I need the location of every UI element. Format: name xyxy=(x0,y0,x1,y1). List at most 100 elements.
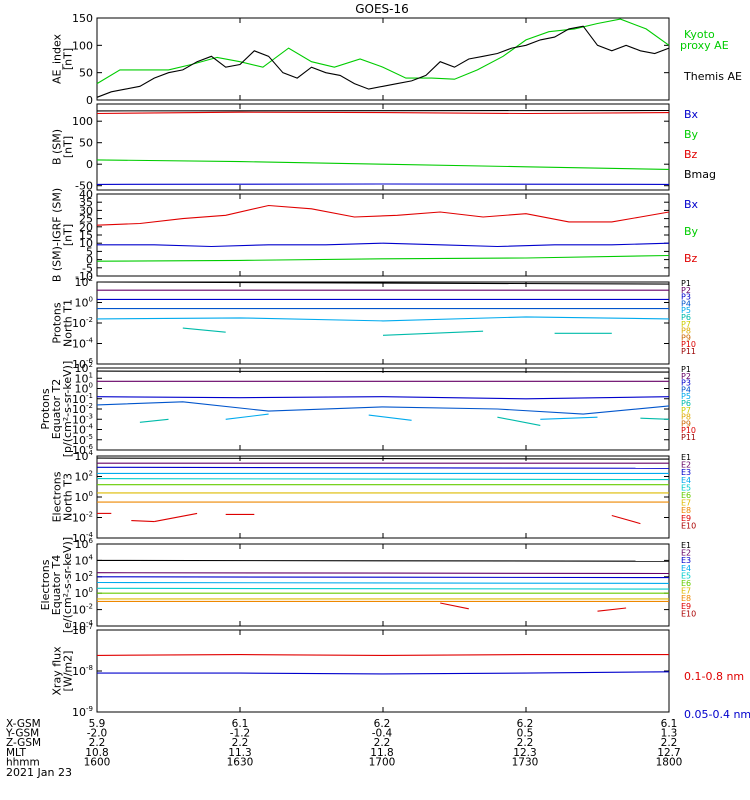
y-tick-label: 0 xyxy=(86,158,93,171)
legend-entry: 0.05-0.4 nm xyxy=(684,708,750,721)
y-tick-label: 30 xyxy=(79,204,93,217)
y-tick-label: 10 xyxy=(79,237,93,250)
series-line-e9 xyxy=(440,602,469,610)
legend-entry: Bx xyxy=(684,198,699,211)
ephemeris-value: 12.7 xyxy=(657,747,680,759)
panel-frame xyxy=(96,17,670,101)
y-tick-label: 100 xyxy=(75,296,93,310)
ephemeris-value: 6.2 xyxy=(517,718,534,730)
legend-entry: P4 xyxy=(681,385,691,394)
ephemeris-row-label: MLT xyxy=(6,747,26,759)
series-line-kyoto-proxy-ae xyxy=(96,18,670,85)
legend-entry: E8 xyxy=(681,506,691,515)
y-tick-label: 102 xyxy=(75,275,93,289)
y-tick-label: 10-2 xyxy=(72,511,93,525)
y-tick-label: -50 xyxy=(75,180,93,193)
y-axis-label: ProtonsNorth T1 xyxy=(51,299,75,347)
series-line-e9 xyxy=(154,512,198,523)
legend-entry: E9 xyxy=(681,514,691,523)
ephemeris-row-label: X-GSM xyxy=(6,718,41,730)
ephemeris-value: 11.3 xyxy=(228,747,251,759)
series-line-p6 xyxy=(382,330,484,336)
ephemeris-value: 12.3 xyxy=(513,747,536,759)
legend-entry: E1 xyxy=(681,453,691,462)
series-line-p1 xyxy=(96,370,670,373)
ephemeris-value: 6.1 xyxy=(232,718,249,730)
legend-entry: Bz xyxy=(684,252,698,265)
y-tick-label: 100 xyxy=(75,490,93,504)
ephemeris-value: 1700 xyxy=(369,756,396,768)
y-tick-label: 150 xyxy=(72,12,93,25)
legend-entry: P1 xyxy=(681,279,691,288)
series-line-by xyxy=(96,159,670,170)
legend-entry: P3 xyxy=(681,293,691,302)
legend-entry: P11 xyxy=(681,433,696,442)
panel-frame xyxy=(96,281,670,365)
y-tick-label: 104 xyxy=(75,553,94,567)
series-line-p6 xyxy=(139,418,169,423)
series-line-e5 xyxy=(96,587,670,590)
ephemeris-row-label: Y-GSM xyxy=(5,728,39,740)
y-tick-label: 15 xyxy=(79,229,93,242)
ephemeris-value: 11.8 xyxy=(370,747,393,759)
ephemeris-value: 10.8 xyxy=(85,747,108,759)
ephemeris-value: 6.2 xyxy=(374,718,391,730)
legend-entry: P2 xyxy=(681,286,691,295)
legend-entry: By xyxy=(684,128,699,141)
y-tick-label: 10-8 xyxy=(72,664,93,678)
series-line-p5 xyxy=(225,413,269,420)
panel-frame xyxy=(96,367,670,451)
ephemeris-value: -2.0 xyxy=(87,728,108,740)
y-tick-label: 100 xyxy=(72,39,93,52)
series-line-p6 xyxy=(497,416,541,426)
series-line-p6 xyxy=(182,327,226,333)
series-line-0-1-0-8-nm xyxy=(96,654,669,656)
legend-entry: E4 xyxy=(681,476,691,485)
panel-8: 10-9 10-8 10-7 Xray flux[W/m2] 0.1-0.8 nm 0.0… xyxy=(51,623,750,721)
legend-entry: P7 xyxy=(681,320,691,329)
legend-entry: 0.1-0.8 nm xyxy=(684,670,744,683)
legend-entry: P4 xyxy=(681,299,691,308)
y-tick-label: 50 xyxy=(79,137,93,150)
series-line-e2 xyxy=(96,572,670,575)
y-tick-label: -10 xyxy=(75,270,93,283)
series-line-e4 xyxy=(96,581,670,584)
legend-entry: proxy AE xyxy=(680,39,729,52)
series-line-e1 xyxy=(96,559,670,562)
legend-entry: P9 xyxy=(681,419,691,428)
legend-entry: E4 xyxy=(681,564,691,573)
y-tick-label: 104 xyxy=(75,449,94,463)
y-tick-label: 10-2 xyxy=(72,316,93,330)
y-axis-label: B (SM)[nT] xyxy=(51,129,75,165)
legend-entry: E5 xyxy=(681,571,691,580)
legend-entry: P7 xyxy=(681,406,691,415)
ephemeris-value: 2.2 xyxy=(374,737,391,749)
legend-entry: E6 xyxy=(681,579,691,588)
legend-entry: P6 xyxy=(681,313,691,322)
legend-entry: P1 xyxy=(681,365,691,374)
panel-frame xyxy=(96,543,670,627)
y-tick-label: 10-2 xyxy=(72,603,93,617)
y-tick-label: 100 xyxy=(72,115,93,128)
series-line-p6 xyxy=(640,417,670,420)
panel-frame xyxy=(96,103,670,191)
ephemeris-value: 1600 xyxy=(84,756,111,768)
y-axis-label: ElectronsEquator T4[e/(cm²-s-sr-keV)] xyxy=(39,537,74,633)
y-tick-label: 10-7 xyxy=(72,623,93,637)
legend-entry: P8 xyxy=(681,413,691,422)
ephemeris-value: 6.1 xyxy=(661,718,678,730)
y-tick-label: 100 xyxy=(75,382,93,396)
y-tick-label: 0 xyxy=(86,94,93,107)
legend-entry: By xyxy=(684,225,699,238)
legend-entry: E3 xyxy=(681,468,691,477)
panel-frame xyxy=(96,629,670,713)
series-line-by xyxy=(96,254,670,262)
legend-entry: Kyoto xyxy=(684,28,715,41)
legend-entry: E9 xyxy=(681,602,691,611)
legend-entry: P5 xyxy=(681,306,691,315)
